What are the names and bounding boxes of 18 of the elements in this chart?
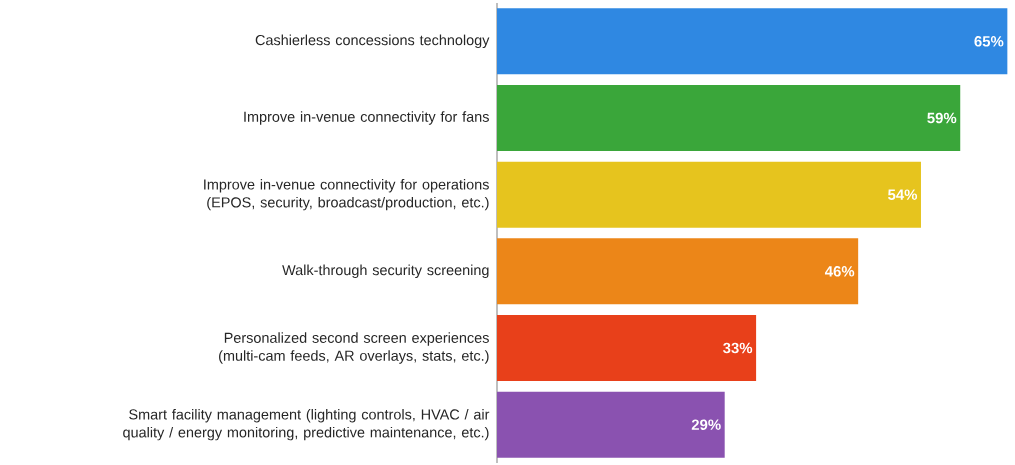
data-label: 46% (824, 266, 855, 277)
bar (497, 238, 859, 305)
y-tick-label: Personalized second screen experiences (multi-cam feeds, AR overlays, stats, etc.) (219, 332, 489, 364)
y-tick-label: Walk-through security screening (282, 264, 489, 279)
data-label: 65% (974, 36, 1004, 47)
data-label: 59% (927, 112, 957, 124)
data-label: 33% (723, 342, 753, 354)
bar (497, 161, 921, 228)
data-label: 29% (691, 419, 721, 430)
y-tick-label: Improve in-venue connectivity for fans (244, 111, 489, 125)
y-tick-label: Smart facility management (lighting controls, HVAC / air quality / energy monitoring, predictive maintenance, etc.) (123, 408, 490, 441)
data-label: 54% (888, 189, 918, 200)
bar (497, 85, 961, 152)
bar (497, 315, 757, 382)
bar (497, 8, 1008, 75)
y-tick-label: Cashierless concessions technology (255, 34, 490, 49)
bar (497, 391, 725, 458)
y-tick-label: Improve in-venue connectivity for operations (EPOS, security, broadcast/production, etc.) (204, 178, 489, 211)
